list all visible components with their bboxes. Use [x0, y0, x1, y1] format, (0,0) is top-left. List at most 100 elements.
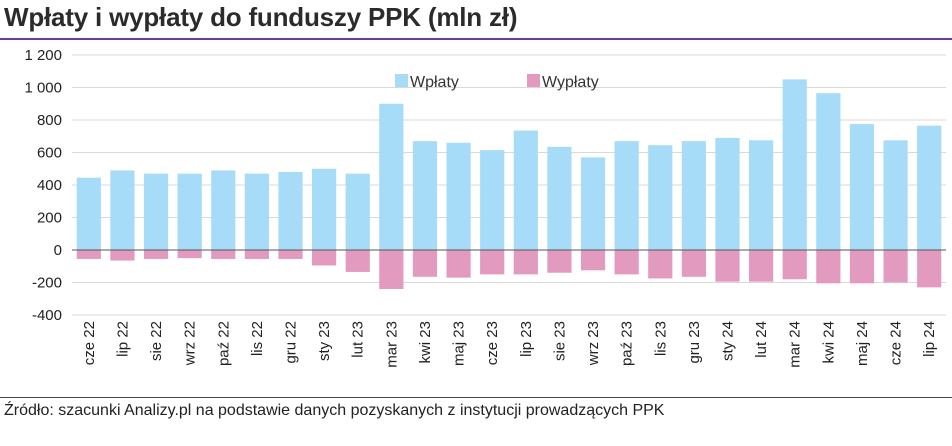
bar-wyplaty — [681, 250, 706, 277]
bar-wyplaty — [614, 250, 639, 275]
x-category-label: cze 23 — [484, 321, 501, 365]
x-category-label: lut 24 — [753, 321, 770, 358]
x-category-label: sie 23 — [551, 321, 568, 361]
x-category-label: gru 23 — [686, 321, 703, 364]
source-divider — [0, 397, 952, 398]
bar-wplaty — [816, 93, 841, 250]
x-category-label: wrz 23 — [585, 321, 602, 366]
bar-wplaty — [849, 124, 875, 250]
x-axis-labels: cze 22 lip 22 sie 22 wrz 22 paź 22 lis 22 gru … — [81, 321, 938, 368]
bar-wplaty — [782, 79, 807, 251]
x-category-label: gru 22 — [283, 321, 300, 364]
bar-wyplaty — [816, 250, 841, 284]
y-axis-labels: 1 200 1 000 800 600 400 200 0 -200 -400 — [24, 47, 62, 324]
bar-wyplaty — [513, 250, 538, 275]
bar-wyplaty — [345, 250, 370, 272]
bar-wplaty — [110, 170, 135, 251]
bar-wyplaty — [76, 250, 101, 259]
bar-wplaty — [480, 150, 505, 250]
legend-label-wplaty: Wpłaty — [410, 74, 459, 91]
bar-wplaty — [76, 177, 101, 250]
bar-wplaty — [513, 130, 538, 250]
bar-wplaty — [917, 125, 942, 250]
bar-wplaty — [345, 173, 370, 251]
bar-wyplaty — [715, 250, 740, 282]
chart-title: Wpłaty i wypłaty do funduszy PPK (mln zł… — [4, 2, 518, 32]
bar-wplaty — [177, 173, 202, 251]
x-category-label: sie 22 — [148, 321, 165, 361]
legend-swatch-wplaty — [395, 74, 408, 87]
bar-wplaty — [580, 157, 606, 251]
bar-wplaty — [211, 170, 236, 251]
x-category-label: cze 22 — [81, 321, 98, 365]
bar-wplaty — [244, 173, 269, 251]
title-divider — [0, 38, 952, 40]
bar-wyplaty — [244, 250, 269, 259]
x-category-label: kwi 23 — [417, 321, 434, 364]
bar-wyplaty — [110, 250, 135, 261]
y-tick-label: 1 000 — [24, 80, 62, 97]
bar-wyplaty — [917, 250, 942, 288]
bar-wyplaty — [211, 250, 236, 259]
y-tick-label: -200 — [32, 275, 62, 292]
bar-wplaty — [412, 141, 438, 251]
x-category-label: sty 24 — [720, 321, 737, 361]
x-category-label: maj 23 — [451, 321, 468, 366]
y-tick-label: 1 200 — [24, 47, 62, 64]
y-tick-label: 200 — [37, 210, 62, 227]
y-tick-label: 600 — [37, 145, 62, 162]
y-tick-label: 400 — [37, 177, 62, 194]
x-category-label: mar 23 — [383, 321, 400, 368]
bar-wyplaty — [278, 250, 303, 259]
x-category-label: mar 24 — [787, 321, 804, 368]
bar-wplaty — [547, 146, 572, 250]
bar-wyplaty — [480, 250, 505, 275]
bars — [76, 79, 942, 289]
y-tick-label: -400 — [32, 307, 62, 324]
x-category-label: paź 23 — [619, 321, 636, 366]
bar-wplaty — [278, 172, 303, 250]
x-category-label: kwi 24 — [820, 321, 837, 364]
x-category-label: maj 24 — [854, 321, 871, 366]
bar-wyplaty — [412, 250, 438, 277]
bar-wyplaty — [648, 250, 673, 279]
legend: Wpłaty Wypłaty — [395, 74, 599, 91]
x-category-label: lis 22 — [249, 321, 266, 356]
bar-wyplaty — [177, 250, 202, 259]
bar-wplaty — [648, 145, 673, 250]
bar-wyplaty — [580, 250, 606, 271]
x-category-label: cze 24 — [888, 321, 905, 365]
bar-wplaty — [614, 141, 639, 251]
bar-wyplaty — [547, 250, 572, 273]
y-tick-label: 800 — [37, 112, 62, 129]
bar-wplaty — [749, 140, 774, 250]
bar-wyplaty — [782, 250, 807, 280]
bar-wyplaty — [143, 250, 169, 259]
legend-label-wyplaty: Wypłaty — [542, 74, 599, 91]
bar-wyplaty — [749, 250, 774, 282]
y-tick-label: 0 — [54, 242, 62, 259]
bar-wplaty — [883, 140, 908, 250]
bar-wplaty — [715, 137, 740, 251]
x-category-label: lip 24 — [921, 321, 938, 357]
bar-wyplaty — [849, 250, 875, 284]
x-category-label: paź 22 — [215, 321, 232, 366]
x-category-label: lip 23 — [518, 321, 535, 357]
source-note: Źródło: szacunki Analizy.pl na podstawie… — [4, 402, 665, 419]
x-category-label: sty 23 — [316, 321, 333, 361]
bar-wplaty — [143, 173, 169, 251]
x-category-label: lis 23 — [652, 321, 669, 356]
x-category-label: lut 23 — [350, 321, 367, 358]
bar-wyplaty — [312, 250, 337, 266]
x-category-label: wrz 22 — [182, 321, 199, 366]
bar-wplaty — [379, 103, 404, 250]
gridlines — [72, 54, 946, 316]
bar-wyplaty — [379, 250, 404, 289]
bar-wyplaty — [883, 250, 908, 283]
bar-wyplaty — [446, 250, 471, 278]
bar-wplaty — [681, 141, 706, 251]
bar-wplaty — [312, 168, 337, 250]
x-category-label: lip 22 — [114, 321, 131, 357]
legend-swatch-wyplaty — [527, 74, 540, 87]
